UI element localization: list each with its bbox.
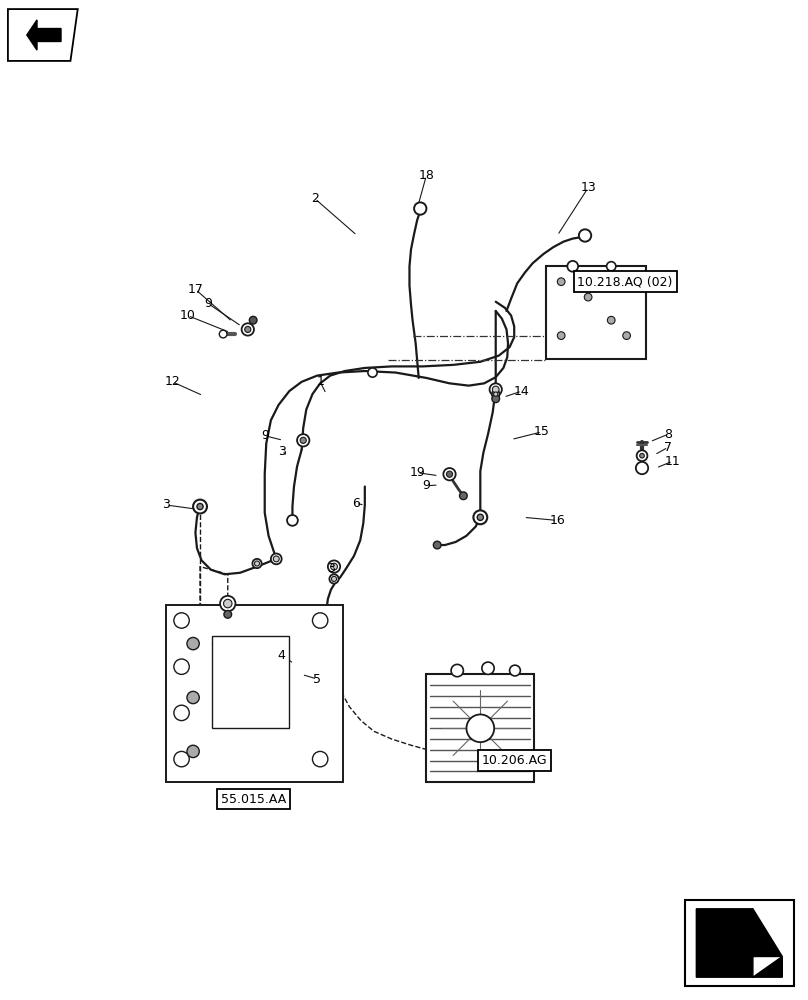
Circle shape: [187, 691, 200, 704]
Circle shape: [224, 599, 232, 608]
Circle shape: [313, 613, 328, 628]
Bar: [545, 266, 646, 359]
Text: 3: 3: [278, 445, 285, 458]
Circle shape: [637, 450, 647, 461]
Text: 9: 9: [204, 297, 212, 310]
Circle shape: [271, 554, 282, 564]
Circle shape: [255, 561, 259, 566]
Circle shape: [250, 316, 257, 324]
Circle shape: [558, 278, 565, 286]
Circle shape: [328, 560, 340, 573]
Text: 6: 6: [351, 497, 360, 510]
Circle shape: [273, 556, 280, 562]
Circle shape: [492, 395, 499, 403]
Circle shape: [220, 596, 235, 611]
Circle shape: [510, 665, 520, 676]
Circle shape: [330, 574, 339, 584]
Circle shape: [623, 332, 630, 339]
Text: 10.218.AQ (02): 10.218.AQ (02): [578, 275, 673, 288]
Text: 18: 18: [419, 169, 435, 182]
Circle shape: [623, 278, 630, 286]
Text: 2: 2: [311, 192, 318, 205]
Bar: [166, 605, 343, 782]
Text: 4: 4: [278, 649, 285, 662]
Circle shape: [197, 503, 203, 510]
Text: 15: 15: [534, 425, 550, 438]
Circle shape: [245, 326, 250, 333]
Text: 3: 3: [327, 562, 335, 575]
Circle shape: [331, 576, 337, 581]
Text: 9: 9: [423, 479, 431, 492]
Circle shape: [330, 563, 338, 570]
Text: 5: 5: [313, 673, 321, 686]
Circle shape: [444, 468, 456, 480]
Text: 10.206.AG: 10.206.AG: [482, 754, 547, 767]
Text: 14: 14: [514, 385, 530, 398]
Circle shape: [368, 368, 377, 377]
Polygon shape: [8, 9, 78, 61]
Circle shape: [174, 751, 189, 767]
Circle shape: [252, 559, 262, 568]
Circle shape: [414, 202, 427, 215]
Text: 7: 7: [664, 441, 672, 454]
Circle shape: [473, 510, 487, 524]
Circle shape: [607, 262, 616, 271]
Polygon shape: [696, 909, 782, 977]
Text: 16: 16: [549, 514, 565, 527]
Circle shape: [482, 662, 494, 674]
Circle shape: [287, 515, 298, 526]
Bar: [213, 636, 289, 728]
Text: 13: 13: [580, 181, 596, 194]
Circle shape: [636, 462, 648, 474]
Circle shape: [174, 613, 189, 628]
Circle shape: [579, 229, 591, 242]
Circle shape: [433, 541, 441, 549]
Circle shape: [224, 610, 232, 618]
Circle shape: [300, 437, 306, 443]
Circle shape: [297, 434, 309, 446]
Circle shape: [490, 383, 502, 396]
Circle shape: [494, 392, 498, 396]
Text: 11: 11: [665, 455, 680, 468]
Text: 19: 19: [410, 466, 425, 479]
Text: 1: 1: [316, 375, 324, 388]
Circle shape: [584, 293, 592, 301]
Bar: [427, 674, 534, 782]
Circle shape: [187, 637, 200, 650]
Circle shape: [640, 453, 644, 458]
Circle shape: [174, 659, 189, 674]
Circle shape: [608, 316, 615, 324]
Circle shape: [492, 390, 499, 398]
Circle shape: [219, 330, 227, 338]
Circle shape: [193, 500, 207, 513]
Circle shape: [242, 323, 254, 336]
Circle shape: [558, 332, 565, 339]
Circle shape: [313, 751, 328, 767]
Polygon shape: [753, 909, 782, 956]
Circle shape: [451, 664, 463, 677]
Text: 12: 12: [165, 375, 180, 388]
Text: 3: 3: [162, 498, 170, 512]
Text: 8: 8: [664, 428, 672, 441]
Text: 9: 9: [261, 429, 268, 442]
Text: 55.015.AA: 55.015.AA: [221, 793, 286, 806]
Circle shape: [174, 705, 189, 721]
Text: 10: 10: [180, 309, 196, 322]
Circle shape: [466, 714, 494, 742]
Circle shape: [460, 492, 467, 500]
Polygon shape: [27, 20, 61, 50]
Circle shape: [447, 471, 452, 477]
Circle shape: [492, 386, 499, 393]
Circle shape: [567, 261, 578, 272]
Circle shape: [187, 745, 200, 758]
Circle shape: [478, 514, 483, 520]
Text: 17: 17: [187, 283, 204, 296]
